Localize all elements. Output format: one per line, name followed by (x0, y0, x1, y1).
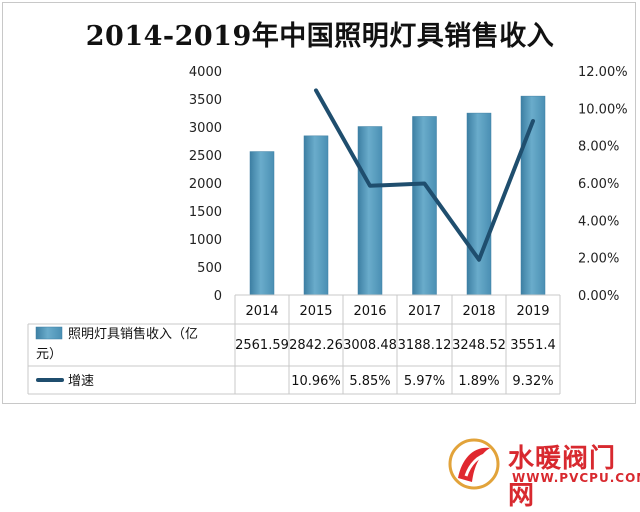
category-label: 2018 (462, 304, 495, 319)
right-tick-label: 12.00% (578, 65, 628, 80)
legend-bar-swatch (35, 326, 63, 340)
growth-value-label: 5.85% (349, 374, 390, 389)
bar (249, 151, 275, 296)
watermark-logo-icon (448, 438, 500, 490)
category-label: 2015 (299, 304, 332, 319)
bar (357, 126, 383, 296)
left-tick-label: 500 (197, 261, 222, 276)
legend-bar-name: 照明灯具销售收入（亿 (68, 326, 198, 342)
right-axis-ticks: 0.00% 2.00% 4.00% 6.00% 8.00% 10.00% 12.00% (578, 65, 628, 304)
chart-title: 2014-2019年中国照明灯具销售收入 (85, 21, 555, 52)
growth-value-label: 5.97% (404, 374, 445, 389)
watermark-url: WWW.PVCPU.COM (512, 471, 640, 485)
category-label: 2019 (516, 304, 549, 319)
right-tick-label: 0.00% (578, 289, 619, 304)
bar-value-label: 2842.26 (289, 338, 343, 353)
bar-value-label: 3008.48 (343, 338, 397, 353)
left-axis-ticks: 0 500 1000 1500 2000 2500 3000 3500 4000 (189, 65, 222, 304)
data-table: 2014 2015 2016 2017 2018 2019 照明灯具销售收入（亿元） 2561… (27, 294, 561, 395)
bar (412, 116, 437, 296)
left-tick-label: 3500 (189, 93, 222, 108)
left-tick-label: 3000 (189, 121, 222, 136)
left-tick-label: 4000 (189, 65, 222, 80)
right-tick-label: 6.00% (578, 177, 619, 192)
right-tick-label: 2.00% (578, 252, 619, 267)
left-tick-label: 1000 (189, 233, 222, 248)
legend-bar-name-cont: 元） (36, 347, 62, 362)
bar (520, 95, 546, 296)
left-tick-label: 1500 (189, 205, 222, 220)
left-tick-label: 2500 (189, 149, 222, 164)
left-tick-label: 2000 (189, 177, 222, 192)
bar-value-label: 3248.52 (452, 338, 506, 353)
growth-value-label: 9.32% (512, 374, 553, 389)
right-tick-label: 10.00% (578, 102, 628, 117)
watermark: 水暖阀门网 WWW.PVCPU.COM (444, 436, 640, 511)
right-tick-label: 8.00% (578, 140, 619, 155)
bar-value-label: 3188.12 (398, 338, 452, 353)
bar-value-label: 3551.4 (510, 338, 556, 353)
right-tick-label: 4.00% (578, 214, 619, 229)
growth-value-label: 10.96% (291, 374, 341, 389)
left-tick-label: 0 (214, 289, 222, 304)
category-label: 2016 (353, 304, 386, 319)
bar (466, 112, 492, 296)
category-label: 2014 (245, 304, 278, 319)
chart-plot: 0 500 1000 1500 2000 2500 3000 3500 4000 0.00% 2.… (27, 65, 628, 395)
growth-line (314, 88, 535, 262)
line-series (314, 88, 535, 262)
bar (303, 135, 329, 296)
category-label: 2017 (408, 304, 441, 319)
legend-line-name: 增速 (68, 374, 94, 389)
bar-series (249, 95, 546, 296)
growth-value-label: 1.89% (458, 374, 499, 389)
bar-value-label: 2561.59 (235, 338, 289, 353)
